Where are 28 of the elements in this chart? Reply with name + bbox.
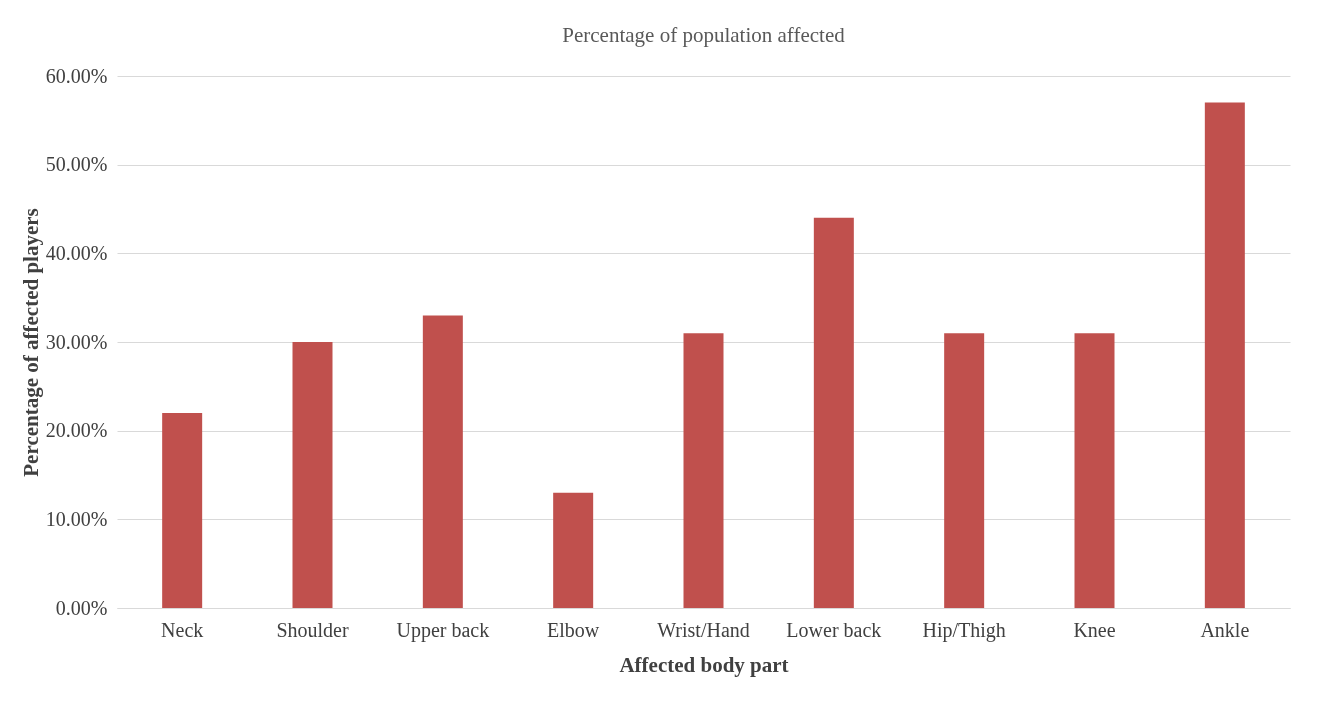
x-tick-label: Wrist/Hand [657,618,750,641]
bar [1204,102,1245,608]
y-tick-label: 30.00% [45,330,108,353]
x-tick-label: Hip/Thigh [922,618,1006,642]
chart-title: Percentage of population affected [562,23,846,47]
y-axis-title: Percentage of affected players [18,208,43,477]
x-tick-label: Elbow [547,618,600,641]
y-tick-label: 0.00% [55,596,108,619]
y-tick-label: 40.00% [45,241,108,264]
y-tick-label: 10.00% [45,507,108,530]
bar [292,342,333,608]
y-tick-label: 60.00% [45,64,108,87]
bar [944,333,985,608]
bar [553,492,594,608]
bar [422,315,463,608]
bar [162,412,203,608]
y-tick-label: 20.00% [45,419,108,442]
x-tick-label: Ankle [1200,618,1250,641]
x-tick-label: Lower back [786,618,882,641]
bar [1074,333,1115,608]
bar [813,217,854,608]
y-tick-label: 50.00% [45,153,108,176]
x-tick-label: Neck [161,618,204,641]
x-tick-label: Upper back [396,618,490,642]
x-axis-title: Affected body part [619,652,789,677]
x-tick-label: Knee [1073,618,1116,641]
x-tick-label: Shoulder [276,618,349,641]
bar [683,333,724,608]
